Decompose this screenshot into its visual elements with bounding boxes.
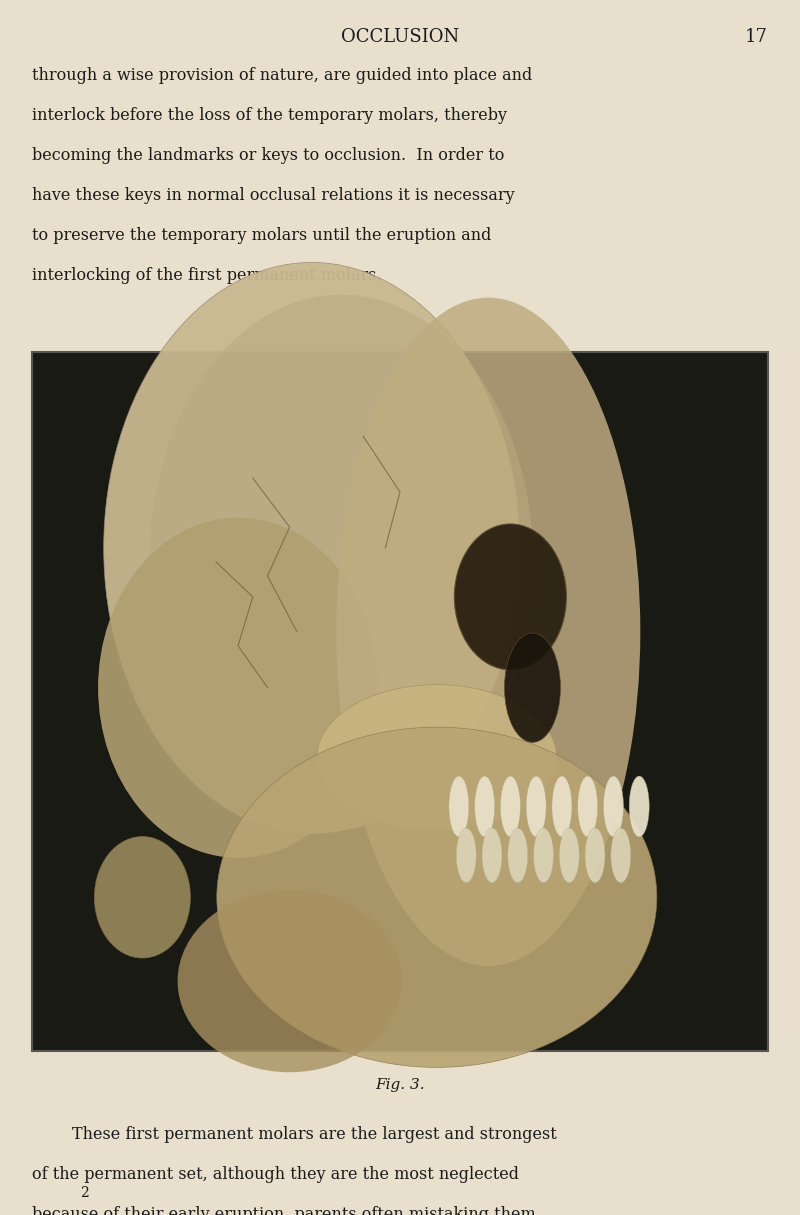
Text: becoming the landmarks or keys to occlusion.  In order to: becoming the landmarks or keys to occlus…	[32, 147, 504, 164]
Ellipse shape	[559, 829, 579, 882]
Ellipse shape	[104, 262, 520, 833]
Ellipse shape	[526, 776, 546, 837]
Ellipse shape	[98, 518, 378, 858]
Text: interlock before the loss of the temporary molars, thereby: interlock before the loss of the tempora…	[32, 107, 507, 124]
Ellipse shape	[178, 889, 402, 1072]
Ellipse shape	[534, 829, 554, 882]
Ellipse shape	[456, 829, 476, 882]
Ellipse shape	[611, 829, 631, 882]
Ellipse shape	[482, 829, 502, 882]
Ellipse shape	[217, 727, 657, 1068]
Ellipse shape	[149, 294, 533, 829]
Text: through a wise provision of nature, are guided into place and: through a wise provision of nature, are …	[32, 67, 532, 84]
Text: to preserve the temporary molars until the eruption and: to preserve the temporary molars until t…	[32, 227, 491, 244]
Text: Fig. 3.: Fig. 3.	[375, 1078, 425, 1092]
Ellipse shape	[454, 524, 566, 669]
Ellipse shape	[630, 776, 650, 837]
Ellipse shape	[449, 776, 469, 837]
Ellipse shape	[552, 776, 572, 837]
Text: interlocking of the first permanent molars.: interlocking of the first permanent mola…	[32, 267, 382, 284]
Text: These first permanent molars are the largest and strongest: These first permanent molars are the lar…	[72, 1126, 557, 1143]
Ellipse shape	[317, 685, 557, 831]
Ellipse shape	[505, 633, 561, 742]
Ellipse shape	[336, 298, 640, 966]
Ellipse shape	[474, 776, 494, 837]
Text: of the permanent set, although they are the most neglected: of the permanent set, although they are …	[32, 1166, 519, 1183]
Bar	[32, 352, 768, 1051]
Text: 17: 17	[745, 28, 768, 46]
Text: have these keys in normal occlusal relations it is necessary: have these keys in normal occlusal relat…	[32, 187, 514, 204]
Ellipse shape	[578, 776, 598, 837]
Text: because of their early eruption, parents often mistaking them: because of their early eruption, parents…	[32, 1206, 536, 1215]
Ellipse shape	[508, 829, 528, 882]
Text: OCCLUSION: OCCLUSION	[341, 28, 459, 46]
Ellipse shape	[94, 836, 190, 957]
Ellipse shape	[603, 776, 623, 837]
Text: 2: 2	[80, 1186, 89, 1200]
Ellipse shape	[585, 829, 605, 882]
Ellipse shape	[501, 776, 521, 837]
